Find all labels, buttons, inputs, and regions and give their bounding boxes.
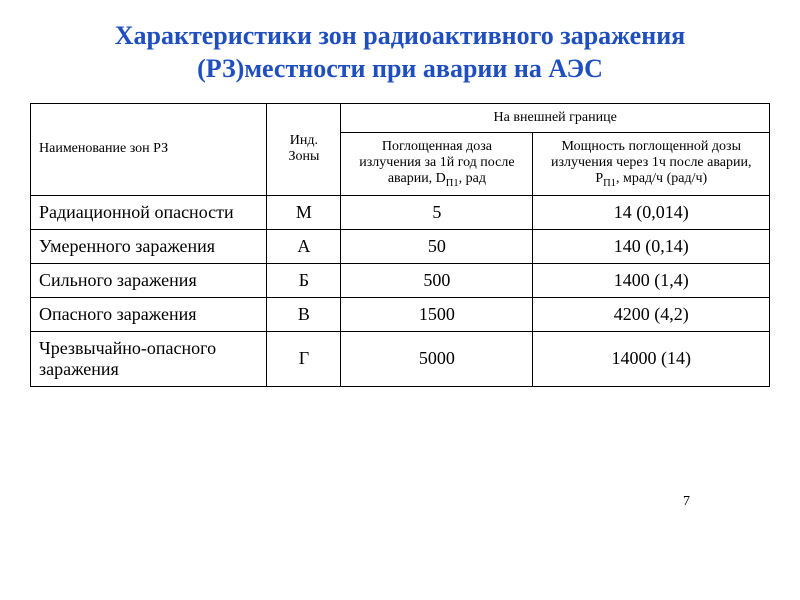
- cell-name: Чрезвычайно-опасного заражения: [31, 331, 267, 386]
- page-title: Характеристики зон радиоактивного зараже…: [30, 20, 770, 85]
- th-name: Наименование зон РЗ: [31, 104, 267, 196]
- cell-rate: 4200 (4,2): [533, 297, 770, 331]
- cell-ind: В: [267, 297, 341, 331]
- cell-rate: 140 (0,14): [533, 229, 770, 263]
- cell-ind: Г: [267, 331, 341, 386]
- cell-rate: 14000 (14): [533, 331, 770, 386]
- table-row: Опасного зараженияВ15004200 (4,2): [31, 297, 770, 331]
- cell-dose: 5: [341, 195, 533, 229]
- table-row: Чрезвычайно-опасного зараженияГ500014000…: [31, 331, 770, 386]
- table-row: Сильного зараженияБ5001400 (1,4): [31, 263, 770, 297]
- th-ind: Инд. Зоны: [267, 104, 341, 196]
- cell-ind: Б: [267, 263, 341, 297]
- cell-ind: А: [267, 229, 341, 263]
- cell-name: Умеренного заражения: [31, 229, 267, 263]
- cell-name: Радиационной опасности: [31, 195, 267, 229]
- table-body: Радиационной опасностиМ514 (0,014)Умерен…: [31, 195, 770, 386]
- cell-rate: 14 (0,014): [533, 195, 770, 229]
- table-row: Радиационной опасностиМ514 (0,014): [31, 195, 770, 229]
- cell-rate: 1400 (1,4): [533, 263, 770, 297]
- cell-name: Опасного заражения: [31, 297, 267, 331]
- cell-dose: 1500: [341, 297, 533, 331]
- cell-dose: 5000: [341, 331, 533, 386]
- th-outer-group: На внешней границе: [341, 104, 770, 133]
- th-rate: Мощность поглощенной дозы излучения чере…: [533, 133, 770, 196]
- zones-table: Наименование зон РЗ Инд. Зоны На внешней…: [30, 103, 770, 387]
- th-dose: Поглощенная доза излучения за 1й год пос…: [341, 133, 533, 196]
- cell-ind: М: [267, 195, 341, 229]
- table-row: Умеренного зараженияА50140 (0,14): [31, 229, 770, 263]
- cell-name: Сильного заражения: [31, 263, 267, 297]
- page-number: 7: [683, 494, 690, 510]
- cell-dose: 50: [341, 229, 533, 263]
- cell-dose: 500: [341, 263, 533, 297]
